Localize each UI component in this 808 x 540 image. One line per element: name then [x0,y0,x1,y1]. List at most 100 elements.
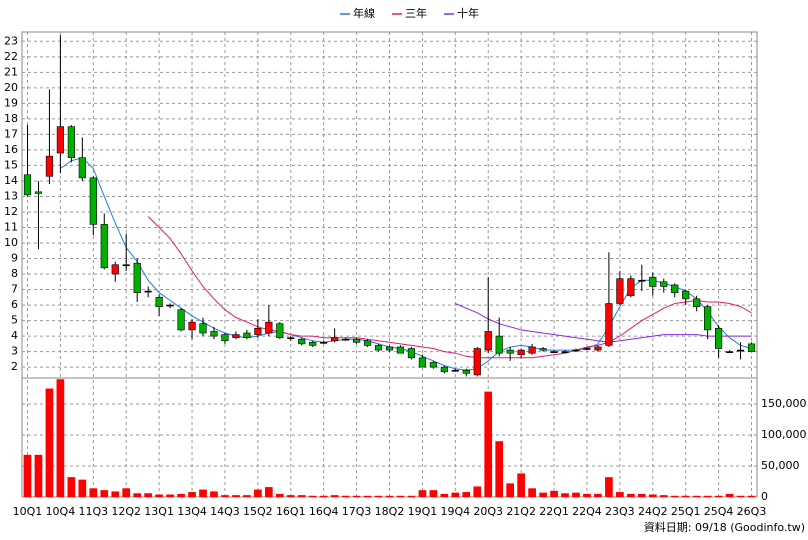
y-tick-label: 5 [11,314,18,327]
x-tick-label: 23Q3 [605,505,635,518]
volume-bar [736,495,745,497]
y2-tick-label: 0 [761,490,768,503]
y-tick-label: 23 [4,34,18,47]
volume-bar [122,488,131,497]
x-tick-label: 11Q3 [78,505,108,518]
candle-body [199,323,207,334]
candle-body [561,351,569,353]
candle-body [352,338,361,343]
volume-bar [210,491,218,497]
candle-body [56,126,64,154]
y-tick-label: 17 [4,127,18,140]
candle-body [462,369,470,374]
y-tick-label: 12 [4,205,18,218]
candle-body [34,191,43,194]
y-tick-label: 10 [4,236,18,249]
ma-line [455,303,752,343]
volume-bar [385,495,394,497]
candle-body [177,309,185,331]
x-tick-label: 25Q4 [704,505,734,518]
candle-body [506,349,514,354]
x-tick-label: 22Q4 [572,505,602,518]
candle-body [221,334,229,342]
candle-body [166,304,174,307]
volume-bar [254,489,262,497]
volume-bar [528,488,536,497]
y-tick-label: 8 [11,267,18,280]
candle-body [418,357,427,368]
candle-body [495,335,503,354]
candle-body [111,264,119,275]
candle-body [473,348,481,376]
candle-body [528,346,536,354]
footnote: 資料日期: 09/18 (Goodinfo.tw) [644,520,805,534]
candle-body [122,264,130,267]
volume-bar [637,493,646,497]
volume-bar [133,493,142,497]
candle-body [78,157,86,179]
volume-bar [561,493,569,497]
candle-body [725,351,734,353]
volume-bar [594,493,602,497]
x-tick-label: 20Q3 [473,505,503,518]
candle-body [67,126,75,158]
candle-body [736,349,745,352]
volume-bar [550,490,558,497]
candle-body [100,224,108,269]
candle-body [287,337,295,339]
volume-bar [188,492,196,497]
candle-body [747,343,756,352]
volume-bar [681,495,690,497]
y-tick-label: 2 [11,360,18,373]
legend-label: 十年 [457,6,479,20]
candle-body [484,331,492,351]
x-tick-label: 18Q2 [375,505,405,518]
y-tick-label: 19 [4,96,18,109]
candle-body [583,348,591,350]
volume-bar [517,473,525,497]
x-tick-label: 12Q2 [111,505,141,518]
candle-body [550,351,558,353]
y-tick-label: 21 [4,65,18,78]
candle-body [517,349,525,356]
volume-bar [341,495,350,497]
candle-body [616,278,624,304]
legend-label: 年線 [353,6,375,20]
volume-bar [648,494,657,497]
candle-body [331,337,339,342]
candle-body [385,346,394,351]
volume-bar [67,477,76,497]
candle-body [309,342,317,346]
x-tick-label: 25Q1 [671,505,701,518]
candle-body [298,338,306,345]
volume-bar [286,495,295,497]
y-tick-label: 13 [4,189,18,202]
x-tick-label: 13Q4 [177,505,207,518]
candle-body [572,349,580,352]
volume-bar [155,494,163,497]
volume-bar [374,495,383,497]
volume-bar [45,388,54,497]
x-tick-label: 17Q3 [342,505,372,518]
volume-bar [264,487,273,497]
candle-body [254,328,262,335]
volume-bar [418,490,427,497]
candle-body [693,298,701,307]
candle-body [660,281,668,287]
x-tick-label: 24Q2 [638,505,668,518]
volume-bar [330,495,339,497]
volume-bar [714,495,723,497]
volume-bar [111,491,120,497]
y-tick-label: 14 [4,174,18,187]
y-tick-label: 11 [4,220,18,233]
volume-bar [89,488,98,497]
legend-label: 三年 [405,6,427,20]
volume-bar [232,495,240,497]
candle-body [715,328,723,349]
candle-body [89,177,97,225]
volume-bar [199,489,207,497]
candle-body [429,362,437,368]
volume-bar [319,495,328,497]
volume-bar [583,493,591,497]
candle-body [265,321,273,334]
